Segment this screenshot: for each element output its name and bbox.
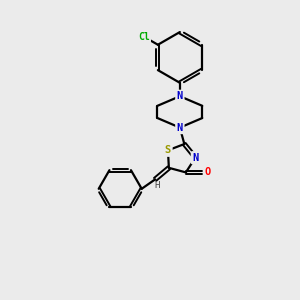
- Text: O: O: [205, 167, 211, 177]
- Text: S: S: [165, 145, 171, 155]
- Text: N: N: [177, 123, 183, 133]
- Text: N: N: [177, 91, 183, 101]
- Text: N: N: [192, 153, 199, 163]
- Text: Cl: Cl: [138, 32, 149, 41]
- Text: H: H: [154, 182, 159, 190]
